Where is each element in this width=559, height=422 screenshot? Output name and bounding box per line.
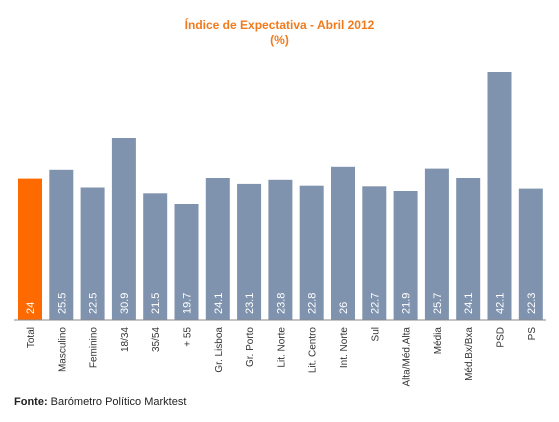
bar-value-label: 30.9 (119, 293, 131, 314)
bar-value-label: 25.5 (56, 293, 68, 314)
bar-value-label: 42.1 (495, 293, 507, 314)
category-label: PSD (496, 327, 507, 348)
category-label: Gr. Porto (245, 327, 256, 367)
category-label: Média (433, 327, 444, 355)
bar-group (18, 72, 543, 320)
bar-value-label: 25.7 (432, 293, 444, 314)
bar-value-label: 22.3 (526, 293, 538, 314)
bar-value-label: 23.8 (275, 293, 287, 314)
category-label: Feminino (89, 327, 100, 369)
category-label-group: Total Masculino Feminino 18/34 35/54 + 55 Gr. … (26, 327, 538, 387)
bar-value-label: 19.7 (182, 293, 194, 314)
category-label: + 55 (183, 327, 194, 347)
source-prefix: Fonte: (14, 396, 48, 408)
bar-value-label: 24.1 (213, 293, 225, 314)
category-label: Méd.Bx/Bxa (464, 327, 475, 381)
bar-10 (331, 167, 355, 320)
category-label: Total (26, 327, 37, 348)
category-label: Lit. Centro (308, 327, 319, 374)
bar-value-label: 21.5 (150, 293, 162, 314)
bar-value-label: 23.1 (244, 293, 256, 314)
category-label: Alta/Méd.Alta (402, 327, 413, 387)
source-text: Barómetro Político Marktest (48, 396, 187, 408)
category-label: 18/34 (120, 327, 131, 352)
bar-value-label: 22.7 (369, 293, 381, 314)
category-label: PS (527, 327, 538, 341)
bar-0 (18, 179, 42, 320)
bar-value-label: 22.8 (307, 293, 319, 314)
category-label: Masculino (57, 327, 68, 372)
category-label: Int. Norte (339, 327, 350, 369)
category-label: 35/54 (151, 327, 162, 352)
bar-value-label: 26 (338, 302, 350, 314)
bar-value-label: 21.9 (401, 293, 413, 314)
bar-value-label: 24.1 (463, 293, 475, 314)
bar-15 (488, 72, 512, 320)
bar-value-label: 22.5 (88, 293, 100, 314)
category-label: Gr. Lisboa (214, 327, 225, 373)
category-label: Sul (370, 327, 381, 341)
bar-value-label: 24 (25, 302, 37, 314)
category-label: Lit. Norte (276, 327, 287, 368)
source-note: Fonte: Barómetro Político Marktest (14, 396, 186, 408)
